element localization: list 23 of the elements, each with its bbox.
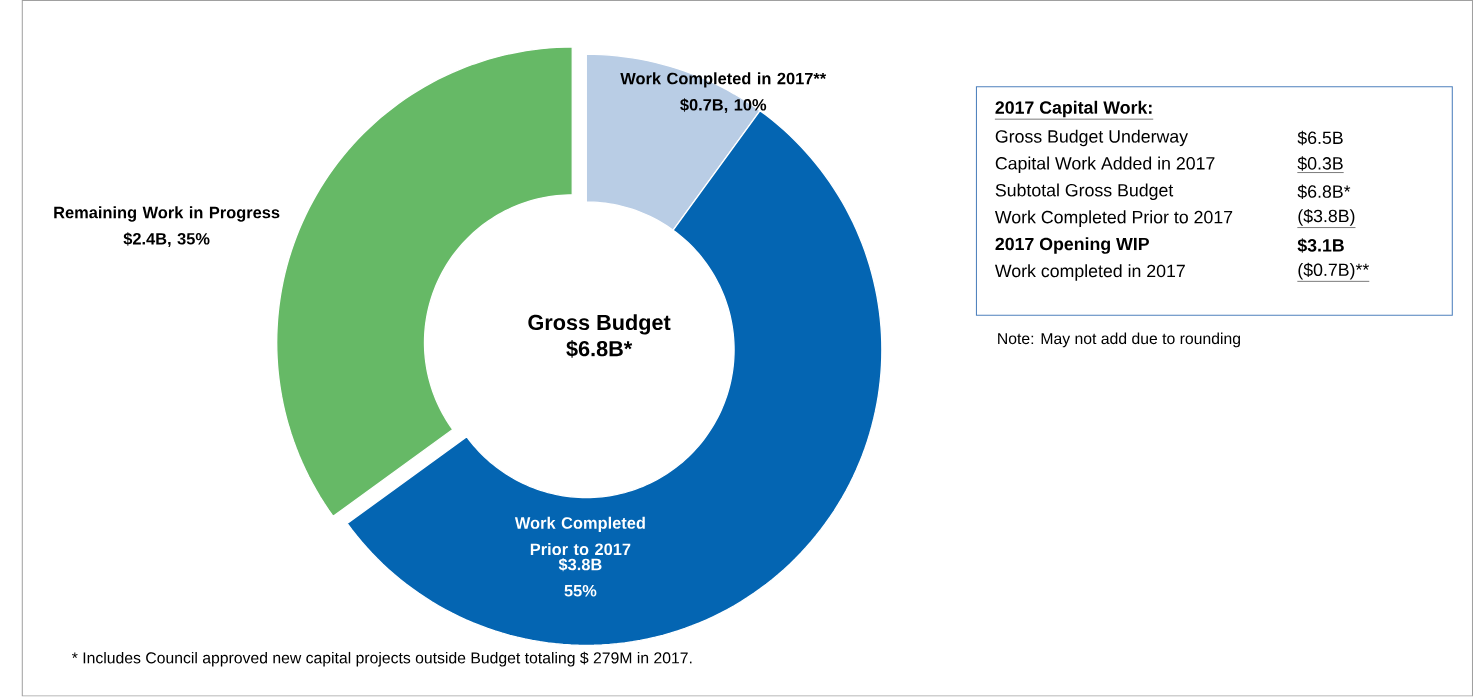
text: 2017 Capital Work: xyxy=(995,100,1152,118)
text: $6.8B* xyxy=(1297,184,1351,200)
text: 2017 Opening WIP xyxy=(995,237,1149,255)
text: $3.1B xyxy=(1297,238,1344,253)
text: Work Completed Prior to 2017 xyxy=(994,210,1233,228)
text: Gross Budget Underway xyxy=(995,129,1188,147)
text: $6.8B* xyxy=(566,340,633,358)
text: $6.5B xyxy=(1297,130,1343,146)
text: Work completed in 2017 xyxy=(994,264,1185,281)
data-label: $2.4B, 35% xyxy=(123,232,210,248)
text: Note: May not add due to rounding xyxy=(998,332,1240,348)
slice-label: Remaining Work in Progress xyxy=(54,206,280,222)
data-label: $3.8B 55% xyxy=(558,558,602,597)
data-label: $0.7B, 10% xyxy=(680,98,767,114)
text: ($3.8B) xyxy=(1298,209,1355,226)
text: $0.3B xyxy=(1297,156,1343,171)
text: * Includes Council approved new capital projects outside Budget totaling $ 279M in 2017. xyxy=(71,651,692,667)
slice-label: Work Completed in 2017** xyxy=(620,72,827,88)
slice-label: Work Completed Prior to 2017 xyxy=(514,516,645,556)
text: ($0.7B)** xyxy=(1298,262,1370,280)
text: Subtotal Gross Budget xyxy=(995,183,1174,201)
text: Capital Work Added in 2017 xyxy=(995,156,1215,174)
text: Gross Budget xyxy=(528,314,671,335)
